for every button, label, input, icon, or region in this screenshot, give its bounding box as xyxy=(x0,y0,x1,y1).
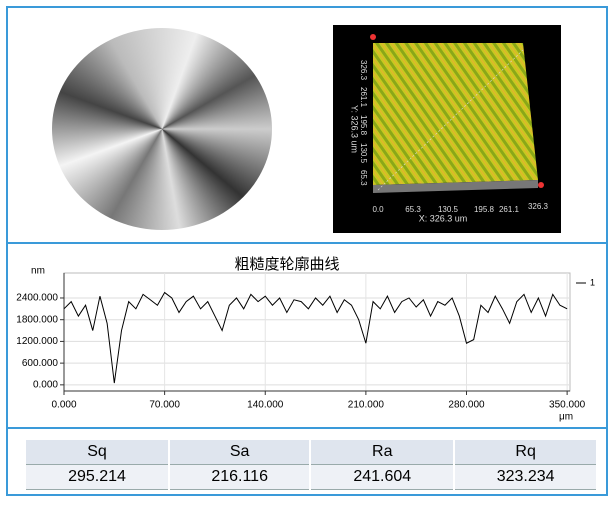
frame xyxy=(6,6,608,496)
x-tick-label: 350.000 xyxy=(549,400,586,411)
separator xyxy=(6,427,608,429)
y-tick-label: 65.3 xyxy=(359,170,368,186)
y-tick-label: 1800.000 xyxy=(16,314,58,325)
y-axis-label: Y: 326.3 um xyxy=(350,105,360,153)
value-cell: 216.116 xyxy=(168,464,311,490)
y-tick-label: 600.000 xyxy=(22,358,59,369)
y-tick-label: 0.000 xyxy=(33,379,58,390)
x-axis-label: μm xyxy=(559,412,573,423)
profile-chart: 粗糙度轮廓曲线 nm μm 0.000 600.000 1200.000 1800.0… xyxy=(16,256,595,423)
wafer-photo xyxy=(52,28,272,230)
y-tick-label: 195.8 xyxy=(359,115,368,136)
roughness-table: Sq Sa Ra Rq 295.214 216.116 241.604 323.… xyxy=(23,440,596,490)
y-tick-label: 1200.000 xyxy=(16,336,58,347)
surface-3d-view: 0.0 65.3 130.5 195.8 261.1 326.3 X: 326.… xyxy=(333,25,561,233)
x-axis-label: X: 326.3 um xyxy=(419,213,468,223)
x-tick-label: 280.000 xyxy=(448,400,485,411)
y-tick-label: 2400.000 xyxy=(16,293,58,304)
x-tick-label: 0.000 xyxy=(51,400,76,411)
value-cell: 295.214 xyxy=(23,464,170,490)
y-axis-label: nm xyxy=(31,266,45,277)
header-row: Sq Sa Ra Rq xyxy=(23,440,596,465)
y-tick-label: 326.3 xyxy=(359,60,368,81)
plot-area xyxy=(63,272,571,392)
data-line xyxy=(63,291,568,384)
x-tick-label: 65.3 xyxy=(405,205,421,214)
value-cell: 323.234 xyxy=(453,464,596,490)
header-cell: Ra xyxy=(309,440,455,465)
separator xyxy=(6,242,608,244)
x-tick-label: 195.8 xyxy=(474,205,495,214)
chart-title: 粗糙度轮廓曲线 xyxy=(234,256,339,273)
x-tick-label: 70.000 xyxy=(149,400,180,411)
x-tick-label: 140.000 xyxy=(247,400,284,411)
legend-label: 1 xyxy=(590,277,595,287)
x-tick-label: 261.1 xyxy=(499,205,520,214)
y-tick-label: 130.5 xyxy=(359,143,368,164)
value-row: 295.214 216.116 241.604 323.234 xyxy=(23,464,596,490)
x-tick-label: 130.5 xyxy=(438,205,459,214)
y-tick-label: 261.1 xyxy=(359,87,368,108)
x-tick-label: 326.3 xyxy=(528,202,549,211)
x-tick-label: 0.0 xyxy=(372,205,384,214)
header-cell: Sq xyxy=(23,440,170,465)
header-cell: Sa xyxy=(168,440,311,465)
x-tick-label: 210.000 xyxy=(348,400,385,411)
value-cell: 241.604 xyxy=(309,464,455,490)
header-cell: Rq xyxy=(453,440,596,465)
